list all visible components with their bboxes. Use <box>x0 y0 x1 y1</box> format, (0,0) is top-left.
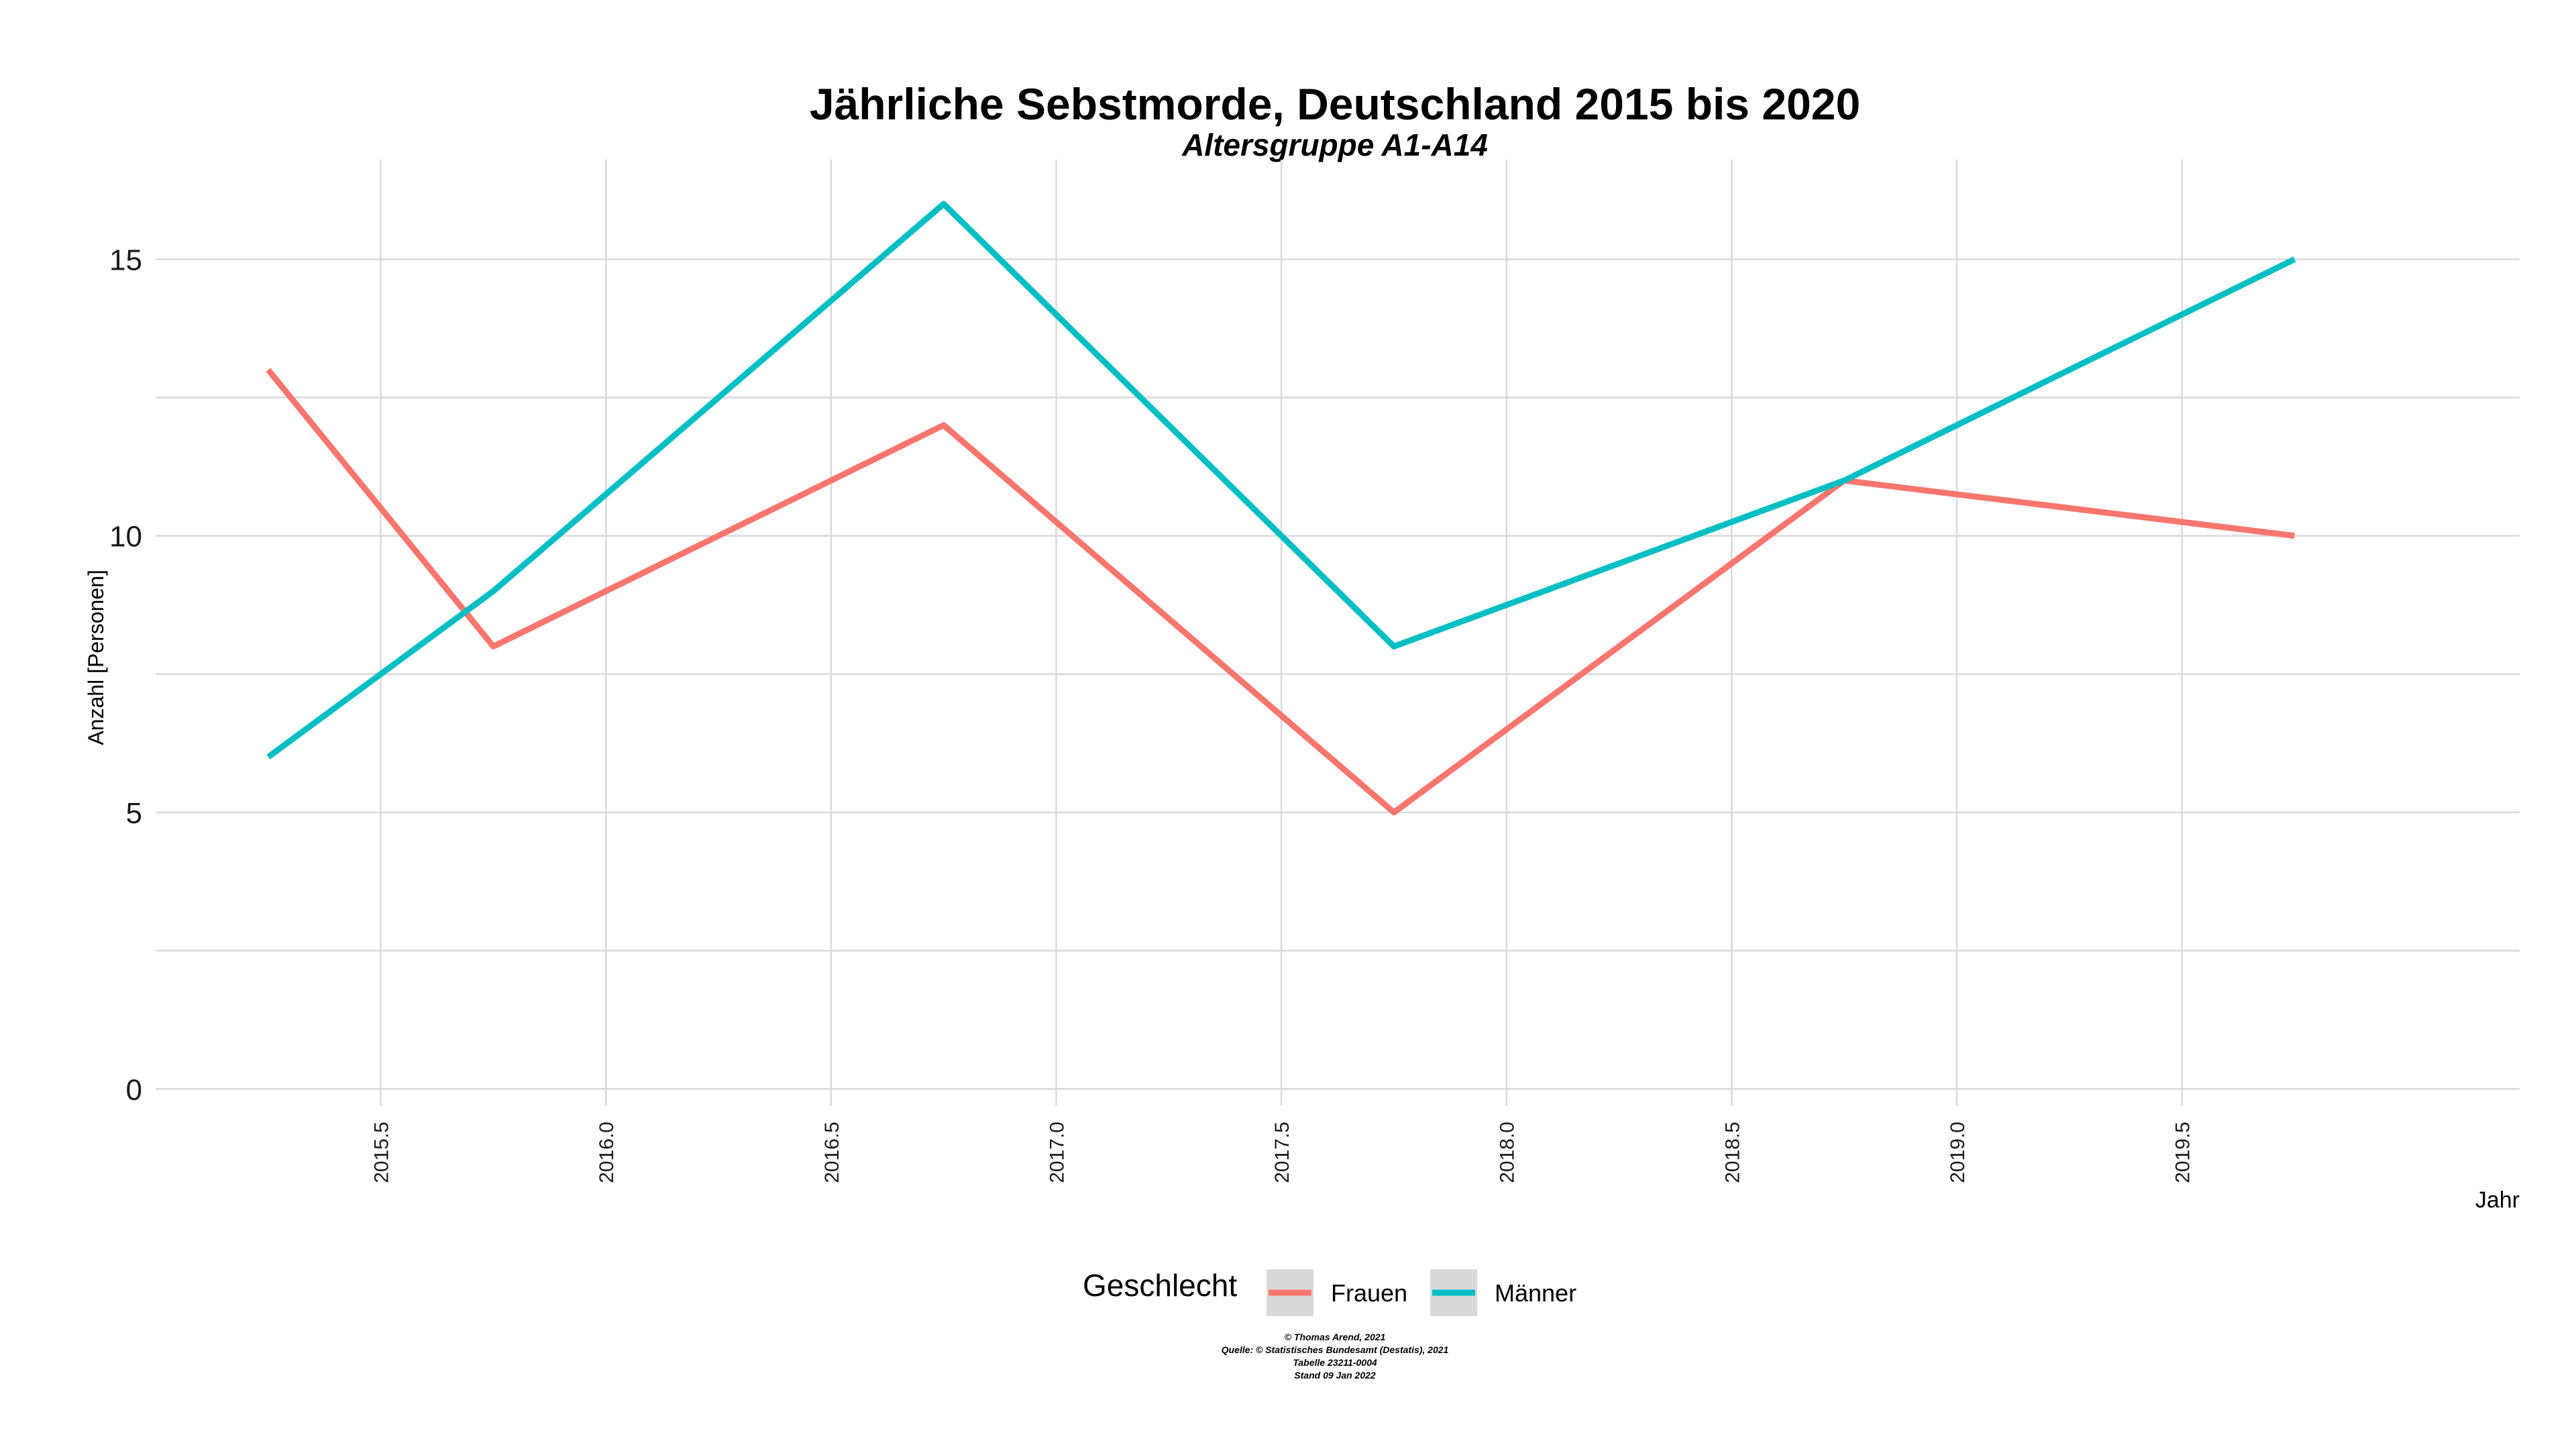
x-tick-label: 2015.5 <box>371 1122 393 1183</box>
y-tick-label: 5 <box>126 797 142 830</box>
x-axis-ticks: 2015.5 2016.0 2016.5 2017.0 2017.5 2018.0 2018… <box>371 1122 2194 1183</box>
x-tick-label: 2019.0 <box>1947 1122 1969 1183</box>
caption: © Thomas Arend, 2021 Quelle: © Statistis… <box>1222 1332 1449 1381</box>
caption-line: Stand 09 Jan 2022 <box>1294 1370 1376 1381</box>
legend: Geschlecht Frauen Männer <box>1083 1268 1576 1316</box>
x-tick-label: 2018.0 <box>1497 1122 1519 1183</box>
x-tick-label: 2016.5 <box>821 1122 843 1183</box>
chart-title: Jährliche Sebstmorde, Deutschland 2015 b… <box>810 79 1860 129</box>
series-line-frauen <box>266 368 2295 816</box>
legend-label-frauen: Frauen <box>1331 1279 1407 1307</box>
chart-subtitle: Altersgruppe A1-A14 <box>1181 127 1488 162</box>
y-tick-label: 0 <box>126 1073 142 1106</box>
legend-title: Geschlecht <box>1083 1268 1237 1303</box>
caption-line: Quelle: © Statistisches Bundesamt (Desta… <box>1222 1344 1449 1355</box>
x-tick-label: 2017.0 <box>1046 1122 1068 1183</box>
caption-line: © Thomas Arend, 2021 <box>1285 1332 1386 1342</box>
y-axis-ticks: 0 5 10 15 <box>109 244 142 1106</box>
grid-lines <box>156 160 2520 1106</box>
x-tick-label: 2018.5 <box>1721 1122 1743 1183</box>
x-tick-label: 2017.5 <box>1271 1122 1293 1183</box>
series-line-maenner <box>266 201 2296 760</box>
y-axis-label: Anzahl [Personen] <box>84 570 108 745</box>
x-tick-label: 2016.0 <box>596 1122 618 1183</box>
caption-line: Tabelle 23211-0004 <box>1293 1357 1377 1368</box>
x-axis-label: Jahr <box>2475 1187 2520 1213</box>
series-lines <box>266 201 2296 816</box>
y-tick-label: 10 <box>109 521 142 553</box>
legend-label-maenner: Männer <box>1495 1279 1576 1307</box>
y-tick-label: 15 <box>109 244 142 276</box>
x-tick-label: 2019.5 <box>2172 1122 2194 1183</box>
